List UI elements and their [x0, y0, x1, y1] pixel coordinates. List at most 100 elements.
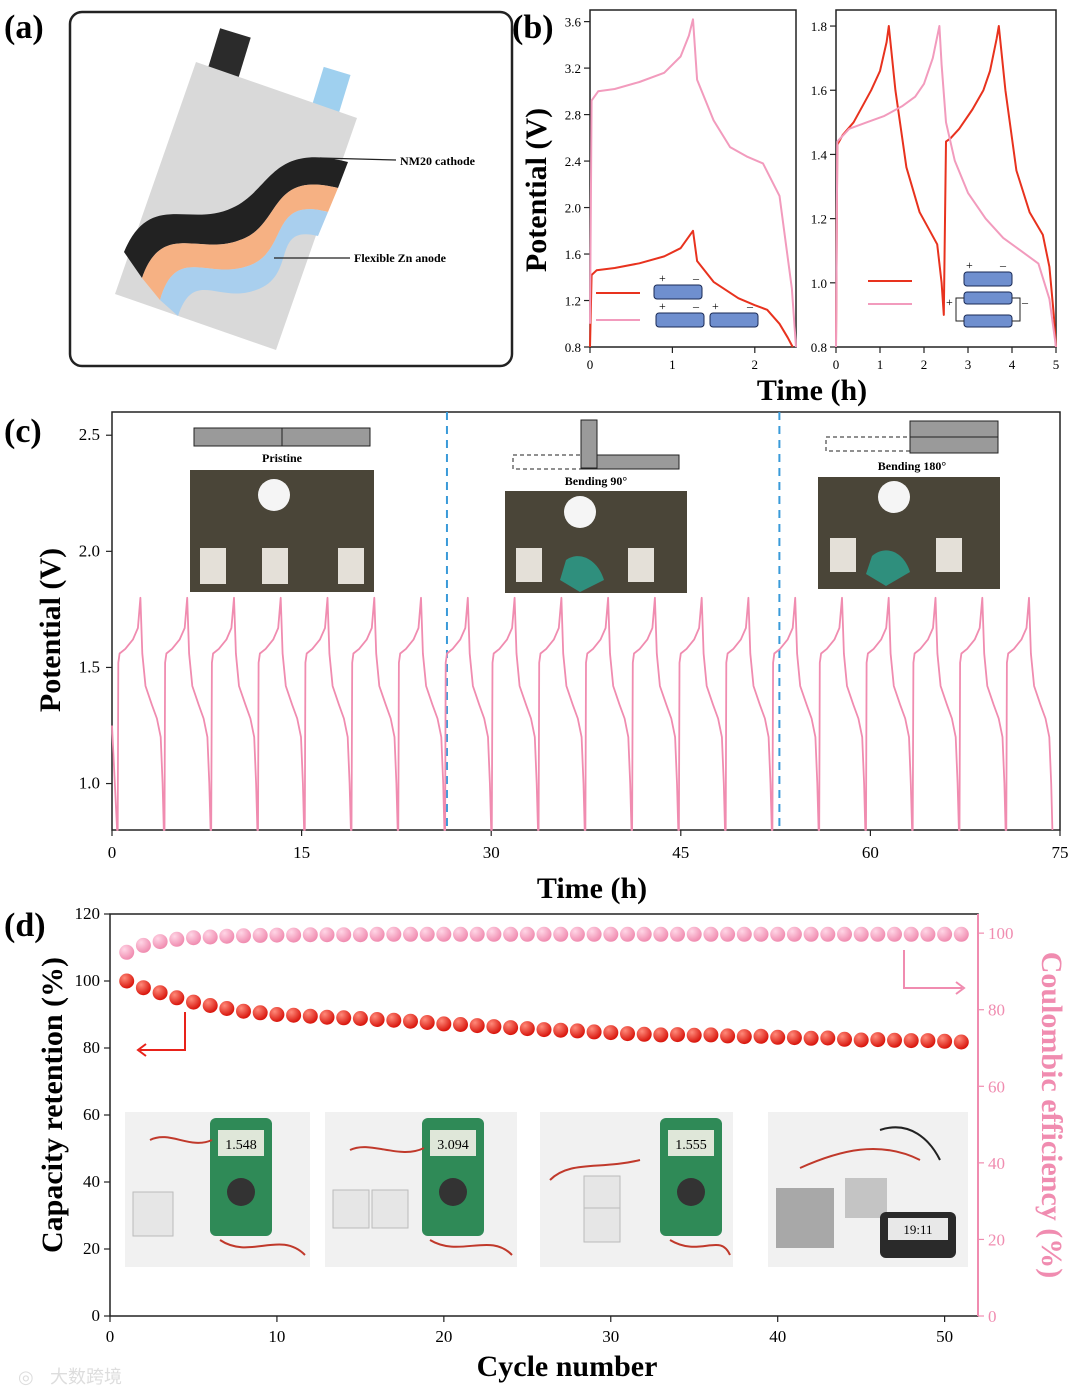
- anode-tab: [311, 66, 351, 116]
- pouch-cell-photo: [583, 1207, 621, 1243]
- multimeter-photo-3: 1.555: [540, 1112, 733, 1267]
- bending-180-state: Bending 180°: [818, 420, 1000, 589]
- coulombic-efficiency-point: [569, 926, 585, 942]
- pouch-cell-photo: [936, 538, 962, 572]
- coulombic-efficiency-point: [720, 926, 736, 942]
- anode-layer: [160, 209, 328, 316]
- coulombic-efficiency-point: [953, 926, 969, 942]
- pouch-cell-photo: [830, 538, 856, 572]
- y-tick-label: 2.4: [565, 154, 582, 169]
- coulombic-efficiency-point: [419, 926, 435, 942]
- y-tick-label: 1.0: [811, 276, 827, 291]
- capacity-retention-point: [352, 1011, 368, 1026]
- bending-90-state: Bending 90°: [505, 419, 687, 593]
- pouch-cell-photo: [583, 1175, 621, 1211]
- capacity-retention-point: [620, 1026, 635, 1042]
- pouch-cell-photo: [776, 1188, 834, 1248]
- capacity-retention-point: [953, 1034, 969, 1050]
- b-left-plot: 0 1 2 0.8 1.2 1.6 2.0 2.4 2.8 3.2 3.6: [565, 9, 797, 372]
- panel-c-label: (c): [4, 413, 42, 450]
- capacity-retention-point: [469, 1018, 485, 1034]
- coulombic-efficiency-point: [436, 926, 452, 942]
- capacity-retention-point: [720, 1028, 736, 1044]
- coulombic-efficiency-point: [770, 926, 786, 942]
- pouch-cell-photo: [628, 548, 654, 582]
- coulombic-efficiency-point: [536, 926, 552, 942]
- capacity-retention-point: [269, 1007, 285, 1022]
- capacity-retention-point: [302, 1008, 318, 1024]
- cell-icon-series-1: [655, 312, 705, 328]
- y-tick-label: 80: [83, 1038, 100, 1057]
- x-tick-label: 10: [268, 1327, 285, 1346]
- capacity-retention-point: [569, 1023, 585, 1039]
- coulombic-efficiency-point: [219, 928, 235, 944]
- coulombic-efficiency-point: [352, 927, 368, 943]
- capacity-retention-point: [536, 1022, 552, 1038]
- capacity-retention-point: [686, 1027, 702, 1043]
- glove: [560, 556, 604, 592]
- b-right-plot: 0 1 2 3 4 5 0.8 1.0 1.2 1.4 1.6 1.8: [811, 9, 1059, 372]
- pouch-cell-photo: [845, 1178, 887, 1218]
- multimeter-photo-1: 1.548: [125, 1112, 310, 1267]
- watermark: ◎ 大数跨境: [18, 1367, 122, 1387]
- capacity-retention-point: [703, 1027, 719, 1043]
- left-axis-arrowhead: [136, 1043, 147, 1057]
- coulombic-efficiency-point: [202, 929, 218, 945]
- capacity-retention-point: [803, 1030, 819, 1046]
- series-line-single-cell: [589, 229, 794, 348]
- test-lead: [549, 1159, 641, 1181]
- y-tick-label: 60: [83, 1105, 100, 1124]
- y-tick-label: 3.2: [565, 61, 581, 76]
- cell-icon-single: [653, 284, 703, 300]
- coulombic-efficiency-point: [135, 937, 151, 953]
- pristine-label: Pristine: [262, 451, 303, 465]
- right-axis-arrowhead: [955, 981, 966, 995]
- coulombic-efficiency-point: [336, 927, 352, 943]
- coulombic-efficiency-point: [386, 926, 402, 942]
- y-tick-label: 1.6: [811, 83, 828, 98]
- capacity-retention-point: [903, 1033, 919, 1049]
- bending-180-label: Bending 180°: [878, 459, 947, 473]
- multimeter-reading: 1.555: [675, 1138, 707, 1153]
- capacity-retention-point: [336, 1010, 352, 1026]
- coulombic-efficiency-point: [302, 927, 318, 943]
- capacity-retention-point: [670, 1027, 685, 1043]
- coulombic-efficiency-point: [603, 926, 619, 942]
- pouch-cell-schematic: NM20 cathode Flexible Zn anode: [115, 28, 476, 350]
- cathode-tab: [207, 28, 251, 80]
- parallel-wiring: [955, 297, 1021, 322]
- y-tick-label: 3.6: [565, 15, 582, 30]
- x-tick-label: 20: [435, 1327, 452, 1346]
- coulombic-efficiency-point: [853, 926, 869, 942]
- pouch-cell-photo: [262, 548, 288, 584]
- plus-sign: +: [712, 299, 719, 313]
- capacity-retention-point: [135, 980, 151, 996]
- right-axis-arrow: [903, 950, 962, 989]
- b-xlabel: Time (h): [757, 374, 867, 407]
- coulombic-efficiency-point: [503, 926, 519, 942]
- capacity-retention-point: [586, 1024, 602, 1040]
- x-tick-label: 2: [921, 357, 928, 372]
- pouch-cell-photo: [338, 548, 364, 584]
- capacity-retention-point: [286, 1007, 302, 1023]
- coulombic-efficiency-point: [686, 926, 702, 942]
- separator-layer: [142, 184, 338, 300]
- y-tick-label: 1.6: [565, 247, 582, 262]
- wire: [879, 1126, 941, 1161]
- unbent-outline: [825, 436, 911, 452]
- d-xlabel: Cycle number: [477, 1350, 658, 1383]
- capacity-retention-point: [837, 1031, 852, 1047]
- timer-screen: [888, 1218, 948, 1240]
- y-right-tick-label: 40: [988, 1154, 1005, 1173]
- capacity-retention-point: [403, 1013, 418, 1029]
- multimeter-dial: [439, 1178, 467, 1206]
- y-right-tick-label: 100: [988, 924, 1014, 943]
- y-tick-label: 40: [83, 1172, 100, 1191]
- cell-icon-parallel-2: [963, 314, 1013, 328]
- glove: [866, 550, 910, 586]
- coulombic-efficiency-point: [403, 926, 418, 942]
- x-tick-label: 50: [936, 1327, 953, 1346]
- coulombic-efficiency-point: [169, 931, 185, 947]
- capacity-retention-point: [736, 1029, 752, 1045]
- coulombic-efficiency-point: [453, 926, 468, 942]
